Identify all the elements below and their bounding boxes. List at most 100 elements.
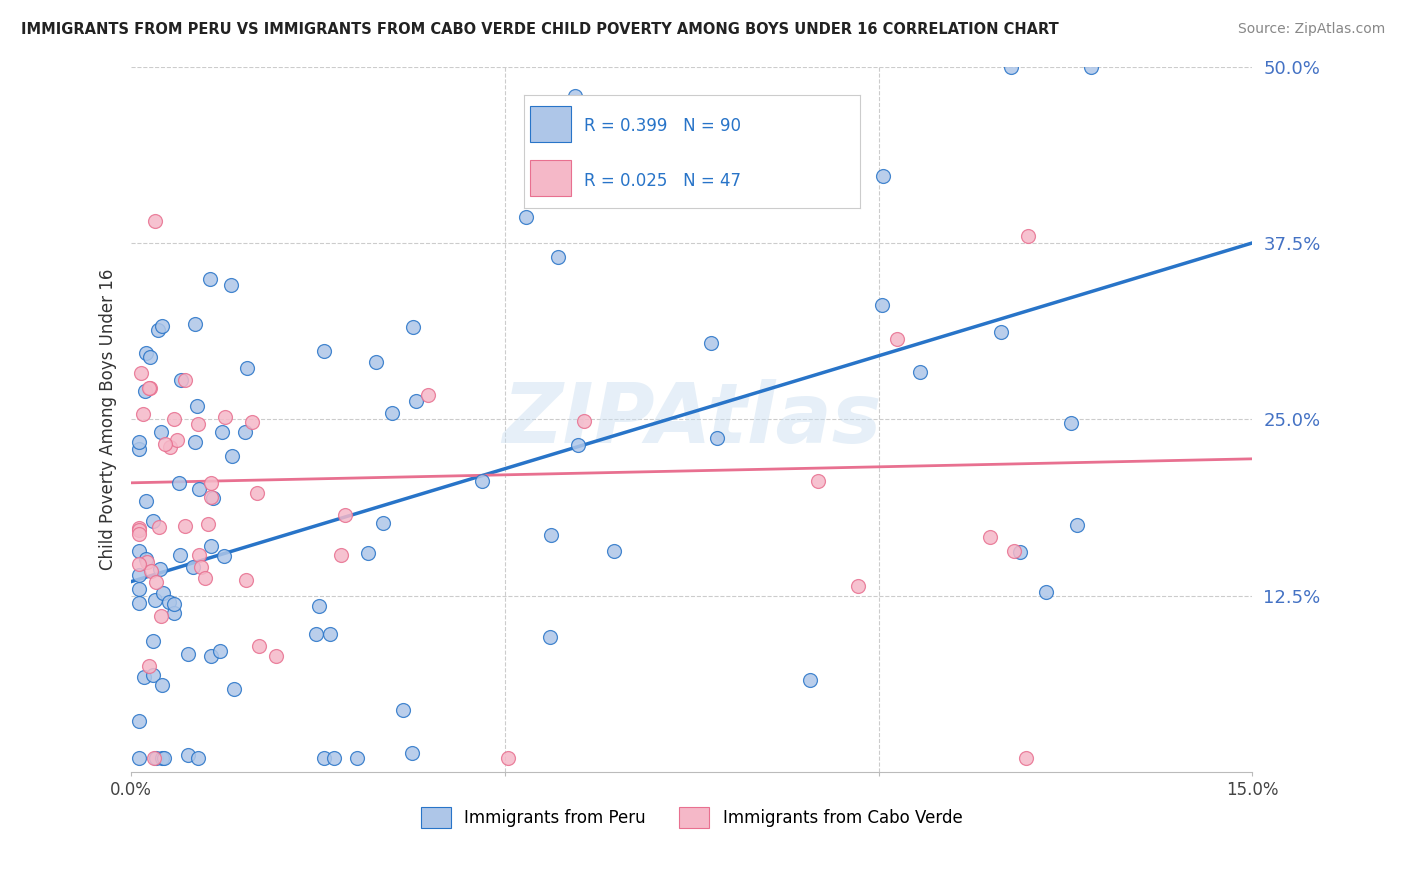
Legend: Immigrants from Peru, Immigrants from Cabo Verde: Immigrants from Peru, Immigrants from Ca… <box>415 801 969 834</box>
Point <box>142 634 165 648</box>
Point <box>312 751 335 765</box>
Point <box>184 318 207 332</box>
Point <box>169 476 191 491</box>
Point <box>188 548 211 562</box>
Point <box>212 549 235 563</box>
Point <box>128 596 150 610</box>
Point <box>567 438 589 452</box>
Point <box>886 332 908 346</box>
Point <box>163 606 186 620</box>
Point <box>169 549 191 563</box>
Point <box>540 528 562 542</box>
Point <box>872 169 894 184</box>
Point <box>184 435 207 450</box>
Point <box>198 271 221 285</box>
Point <box>163 412 186 426</box>
Point <box>152 585 174 599</box>
Point <box>1035 584 1057 599</box>
Point <box>538 630 561 644</box>
Point <box>908 365 931 379</box>
Point <box>128 524 150 538</box>
Point <box>1002 543 1025 558</box>
Point <box>330 548 353 562</box>
Text: IMMIGRANTS FROM PERU VS IMMIGRANTS FROM CABO VERDE CHILD POVERTY AMONG BOYS UNDE: IMMIGRANTS FROM PERU VS IMMIGRANTS FROM … <box>21 22 1059 37</box>
Point <box>149 425 172 439</box>
Point <box>1066 517 1088 532</box>
Point <box>498 751 520 765</box>
Point <box>132 407 155 421</box>
Point <box>139 350 162 364</box>
Point <box>236 360 259 375</box>
Point <box>547 250 569 264</box>
Point <box>200 475 222 490</box>
Point <box>150 318 173 333</box>
Point <box>312 343 335 358</box>
Point <box>145 751 167 765</box>
Point <box>152 751 174 765</box>
Point <box>134 670 156 684</box>
Point <box>134 384 156 399</box>
Point <box>990 325 1012 339</box>
Point <box>322 751 344 765</box>
Point <box>148 323 170 337</box>
Point <box>128 558 150 572</box>
Point <box>357 546 380 560</box>
Point <box>392 703 415 717</box>
Point <box>515 211 537 225</box>
Point <box>1010 545 1032 559</box>
Point <box>138 381 160 395</box>
Point <box>186 399 208 413</box>
Point <box>846 579 869 593</box>
Point <box>188 482 211 496</box>
Point <box>136 555 159 569</box>
Point <box>187 417 209 431</box>
Point <box>211 425 233 439</box>
Point <box>128 442 150 456</box>
Point <box>149 562 172 576</box>
Point <box>202 491 225 505</box>
Point <box>402 320 425 334</box>
Point <box>128 521 150 535</box>
Point <box>143 213 166 227</box>
Point <box>564 89 586 103</box>
Point <box>152 678 174 692</box>
Point <box>318 627 340 641</box>
Point <box>135 551 157 566</box>
Point <box>346 751 368 765</box>
Point <box>221 449 243 463</box>
Point <box>1060 416 1083 430</box>
Point <box>150 751 173 765</box>
Text: ZIPAtlas: ZIPAtlas <box>502 379 882 459</box>
Point <box>603 544 626 558</box>
Point <box>405 394 427 409</box>
Point <box>401 746 423 760</box>
Point <box>187 751 209 765</box>
Point <box>177 747 200 762</box>
Point <box>148 520 170 534</box>
Point <box>200 649 222 664</box>
Point <box>979 529 1001 543</box>
Point <box>200 490 222 504</box>
Point <box>200 539 222 553</box>
Point <box>219 278 242 293</box>
Point <box>240 415 263 429</box>
Point <box>574 116 596 130</box>
Point <box>305 627 328 641</box>
Point <box>364 355 387 369</box>
Y-axis label: Child Poverty Among Boys Under 16: Child Poverty Among Boys Under 16 <box>100 268 117 570</box>
Point <box>159 440 181 454</box>
Point <box>142 514 165 528</box>
Point <box>308 599 330 614</box>
Point <box>128 434 150 449</box>
Point <box>174 373 197 387</box>
Point <box>128 582 150 596</box>
Point <box>163 597 186 611</box>
Point <box>181 559 204 574</box>
Point <box>209 644 232 658</box>
Point <box>138 659 160 673</box>
Point <box>143 751 166 765</box>
Point <box>135 494 157 508</box>
Point <box>153 437 176 451</box>
Point <box>245 486 267 500</box>
Point <box>166 433 188 447</box>
